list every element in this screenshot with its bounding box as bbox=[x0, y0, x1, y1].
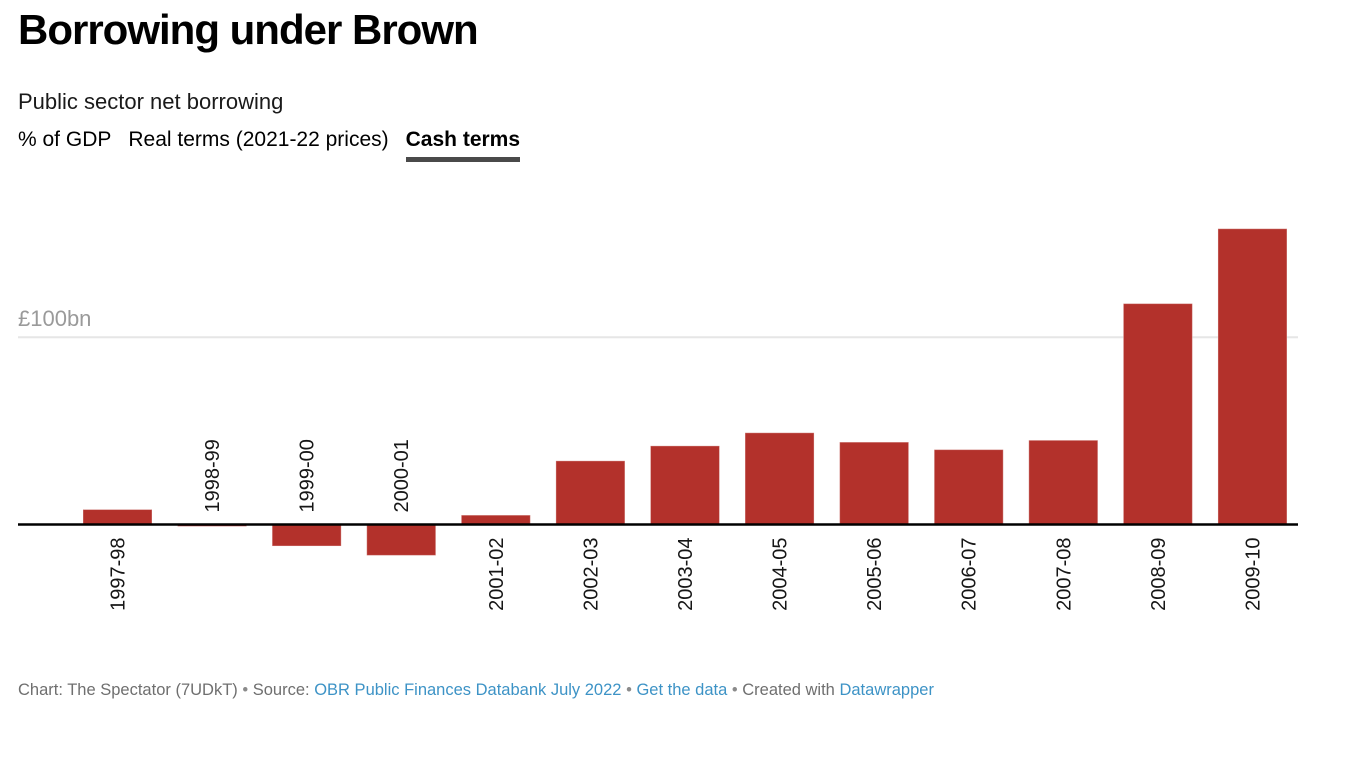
tab-bar: % of GDP Real terms (2021-22 prices) Cas… bbox=[18, 128, 521, 162]
footer-source-label: Source: bbox=[252, 681, 310, 699]
source-link[interactable]: OBR Public Finances Databank July 2022 bbox=[314, 681, 622, 699]
bar-2008-09[interactable] bbox=[1122, 303, 1193, 525]
tab-real-terms[interactable]: Real terms (2021-22 prices) bbox=[128, 128, 389, 151]
footer-created-with: Created with bbox=[742, 681, 835, 699]
bar-2009-10[interactable] bbox=[1217, 228, 1288, 525]
x-axis-label-2001-02: 2001-02 bbox=[486, 538, 508, 611]
x-axis-label-2007-08: 2007-08 bbox=[1053, 538, 1075, 611]
footer-bullet: • bbox=[626, 681, 632, 699]
bar-2000-01[interactable] bbox=[366, 524, 437, 556]
x-axis-label-2009-10: 2009-10 bbox=[1242, 538, 1264, 611]
bar-2004-05[interactable] bbox=[744, 432, 815, 525]
x-axis-label-2005-06: 2005-06 bbox=[864, 538, 886, 611]
tab-cash-terms[interactable]: Cash terms bbox=[405, 128, 521, 162]
bar-1999-00[interactable] bbox=[271, 524, 342, 547]
bar-2006-07[interactable] bbox=[933, 449, 1004, 525]
footer-attribution: Chart: The Spectator (7UDkT) bbox=[18, 681, 238, 699]
footer-bullet: • bbox=[731, 681, 738, 699]
bar-chart[interactable]: 1997-98 1998-99 1999-00 2000-01 2001-02 2002-… bbox=[0, 190, 1358, 670]
x-axis-label-2002-03: 2002-03 bbox=[580, 538, 602, 611]
get-the-data-link[interactable]: Get the data bbox=[636, 681, 728, 699]
x-axis-label-1999-00: 1999-00 bbox=[297, 439, 319, 512]
x-axis-label-2000-01: 2000-01 bbox=[391, 439, 413, 512]
bar-2007-08[interactable] bbox=[1028, 439, 1099, 525]
chart-subtitle: Public sector net borrowing bbox=[18, 89, 284, 114]
footer: Chart: The Spectator (7UDkT) • Source: O… bbox=[18, 681, 934, 700]
bar-1997-98[interactable] bbox=[82, 509, 153, 525]
gridline-value-label: £100bn bbox=[18, 306, 92, 331]
x-axis-label-2004-05: 2004-05 bbox=[770, 538, 792, 611]
x-axis-label-1998-99: 1998-99 bbox=[202, 439, 224, 512]
bar-2001-02[interactable] bbox=[460, 514, 531, 526]
bar-2002-03[interactable] bbox=[555, 460, 626, 525]
x-axis-label-2003-04: 2003-04 bbox=[675, 538, 697, 611]
bar-2003-04[interactable] bbox=[649, 445, 720, 526]
x-axis-label-2008-09: 2008-09 bbox=[1148, 538, 1170, 611]
datawrapper-link[interactable]: Datawrapper bbox=[839, 681, 934, 699]
tab-percent-gdp[interactable]: % of GDP bbox=[18, 128, 112, 151]
chart-title: Borrowing under Brown bbox=[18, 6, 479, 53]
bar-2005-06[interactable] bbox=[839, 441, 910, 525]
x-axis-label-2006-07: 2006-07 bbox=[959, 538, 981, 611]
x-axis-label-1997-98: 1997-98 bbox=[108, 538, 130, 611]
footer-bullet: • bbox=[242, 681, 249, 699]
